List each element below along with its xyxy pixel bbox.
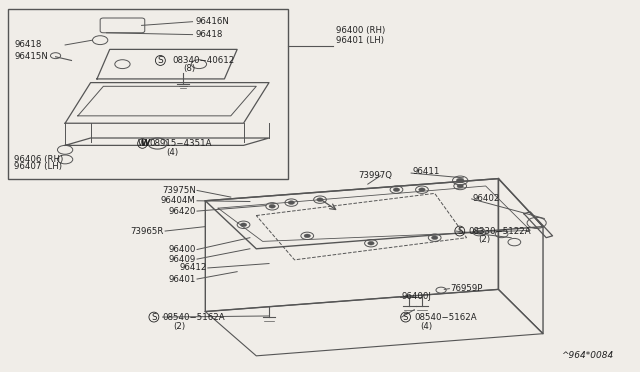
- Text: 96401: 96401: [168, 275, 196, 283]
- Text: 08915−4351A: 08915−4351A: [149, 139, 212, 148]
- Text: 96412: 96412: [179, 263, 207, 272]
- Text: W: W: [140, 139, 149, 148]
- Text: 96411: 96411: [412, 167, 440, 176]
- Text: 96401 (LH): 96401 (LH): [336, 36, 384, 45]
- Text: 08330−5122A: 08330−5122A: [468, 227, 531, 235]
- Circle shape: [241, 223, 246, 227]
- Text: (4): (4): [420, 322, 433, 331]
- Text: 08540−5162A: 08540−5162A: [414, 312, 477, 321]
- Text: S: S: [157, 56, 163, 65]
- Circle shape: [288, 201, 294, 205]
- Text: 96418: 96418: [14, 41, 42, 49]
- Text: (2): (2): [173, 322, 186, 331]
- Text: (4): (4): [166, 148, 178, 157]
- Circle shape: [476, 230, 483, 234]
- Text: 96402: 96402: [473, 195, 500, 203]
- Circle shape: [368, 241, 374, 245]
- Text: 08340−40612: 08340−40612: [172, 56, 234, 65]
- Text: 73975N: 73975N: [162, 186, 196, 195]
- Text: 96400: 96400: [168, 245, 196, 254]
- Text: W: W: [138, 139, 147, 148]
- Text: 96420: 96420: [168, 206, 196, 216]
- Text: ^964*0084: ^964*0084: [561, 351, 613, 360]
- Text: 96404M: 96404M: [161, 196, 196, 205]
- Text: 96407 (LH): 96407 (LH): [14, 162, 62, 171]
- Text: (2): (2): [478, 235, 490, 244]
- Circle shape: [431, 236, 438, 240]
- Text: 73965R: 73965R: [131, 227, 164, 235]
- Text: 73997Q: 73997Q: [358, 171, 392, 180]
- Circle shape: [394, 188, 399, 192]
- Circle shape: [419, 188, 425, 192]
- Circle shape: [456, 178, 464, 183]
- Text: (8): (8): [183, 64, 195, 73]
- Text: S: S: [403, 312, 408, 321]
- Text: 96406 (RH): 96406 (RH): [14, 155, 63, 164]
- Text: S: S: [457, 227, 463, 235]
- Text: 96409: 96409: [168, 254, 196, 264]
- Text: S: S: [151, 312, 157, 321]
- Circle shape: [317, 198, 323, 202]
- Circle shape: [457, 184, 463, 188]
- Text: 96400 (RH): 96400 (RH): [336, 26, 385, 35]
- Circle shape: [304, 234, 310, 238]
- Text: 96418: 96418: [196, 30, 223, 39]
- Text: 76959P: 76959P: [451, 284, 483, 293]
- Circle shape: [269, 205, 275, 208]
- Text: 08540−5162A: 08540−5162A: [163, 312, 225, 321]
- Text: 96416N: 96416N: [196, 17, 230, 26]
- Text: 96400J: 96400J: [401, 292, 431, 301]
- Text: 96415N: 96415N: [14, 52, 48, 61]
